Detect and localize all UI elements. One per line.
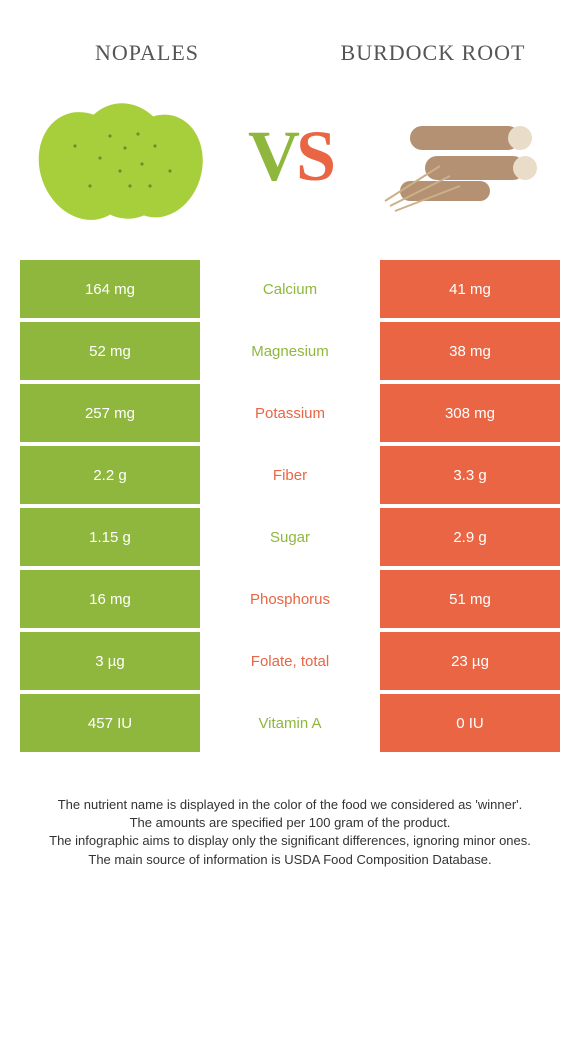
left-food-image [30, 86, 210, 226]
nutrient-label: Fiber [200, 446, 380, 504]
right-value: 3.3 g [380, 446, 560, 504]
right-value: 51 mg [380, 570, 560, 628]
nutrient-label: Calcium [200, 260, 380, 318]
nutrient-row: 3 µgFolate, total23 µg [20, 632, 560, 690]
vs-row: VS [20, 86, 560, 226]
nutrient-row: 457 IUVitamin A0 IU [20, 694, 560, 752]
footnote-line: The amounts are specified per 100 gram o… [30, 814, 550, 832]
nutrient-table: 164 mgCalcium41 mg52 mgMagnesium38 mg257… [20, 256, 560, 756]
nutrient-label: Magnesium [200, 322, 380, 380]
right-value: 38 mg [380, 322, 560, 380]
footnotes: The nutrient name is displayed in the co… [20, 796, 560, 869]
nutrient-label: Vitamin A [200, 694, 380, 752]
nutrient-row: 2.2 gFiber3.3 g [20, 446, 560, 504]
footnote-line: The nutrient name is displayed in the co… [30, 796, 550, 814]
footnote-line: The infographic aims to display only the… [30, 832, 550, 850]
right-value: 23 µg [380, 632, 560, 690]
nutrient-row: 16 mgPhosphorus51 mg [20, 570, 560, 628]
left-value: 1.15 g [20, 508, 200, 566]
header: Nopales Burdock Root [20, 20, 560, 76]
footnote-line: The main source of information is USDA F… [30, 851, 550, 869]
right-food-image [370, 86, 550, 226]
right-value: 41 mg [380, 260, 560, 318]
right-value: 308 mg [380, 384, 560, 442]
vs-label: VS [248, 115, 332, 198]
left-food-title: Nopales [30, 40, 264, 66]
nutrient-label: Phosphorus [200, 570, 380, 628]
nutrient-row: 52 mgMagnesium38 mg [20, 322, 560, 380]
nutrient-label: Potassium [200, 384, 380, 442]
right-value: 0 IU [380, 694, 560, 752]
left-value: 16 mg [20, 570, 200, 628]
nutrient-row: 257 mgPotassium308 mg [20, 384, 560, 442]
nutrient-label: Folate, total [200, 632, 380, 690]
left-value: 164 mg [20, 260, 200, 318]
nutrient-row: 1.15 gSugar2.9 g [20, 508, 560, 566]
right-value: 2.9 g [380, 508, 560, 566]
left-value: 2.2 g [20, 446, 200, 504]
nutrient-row: 164 mgCalcium41 mg [20, 260, 560, 318]
left-value: 3 µg [20, 632, 200, 690]
left-value: 457 IU [20, 694, 200, 752]
left-value: 52 mg [20, 322, 200, 380]
nutrient-label: Sugar [200, 508, 380, 566]
left-value: 257 mg [20, 384, 200, 442]
right-food-title: Burdock Root [316, 40, 550, 66]
